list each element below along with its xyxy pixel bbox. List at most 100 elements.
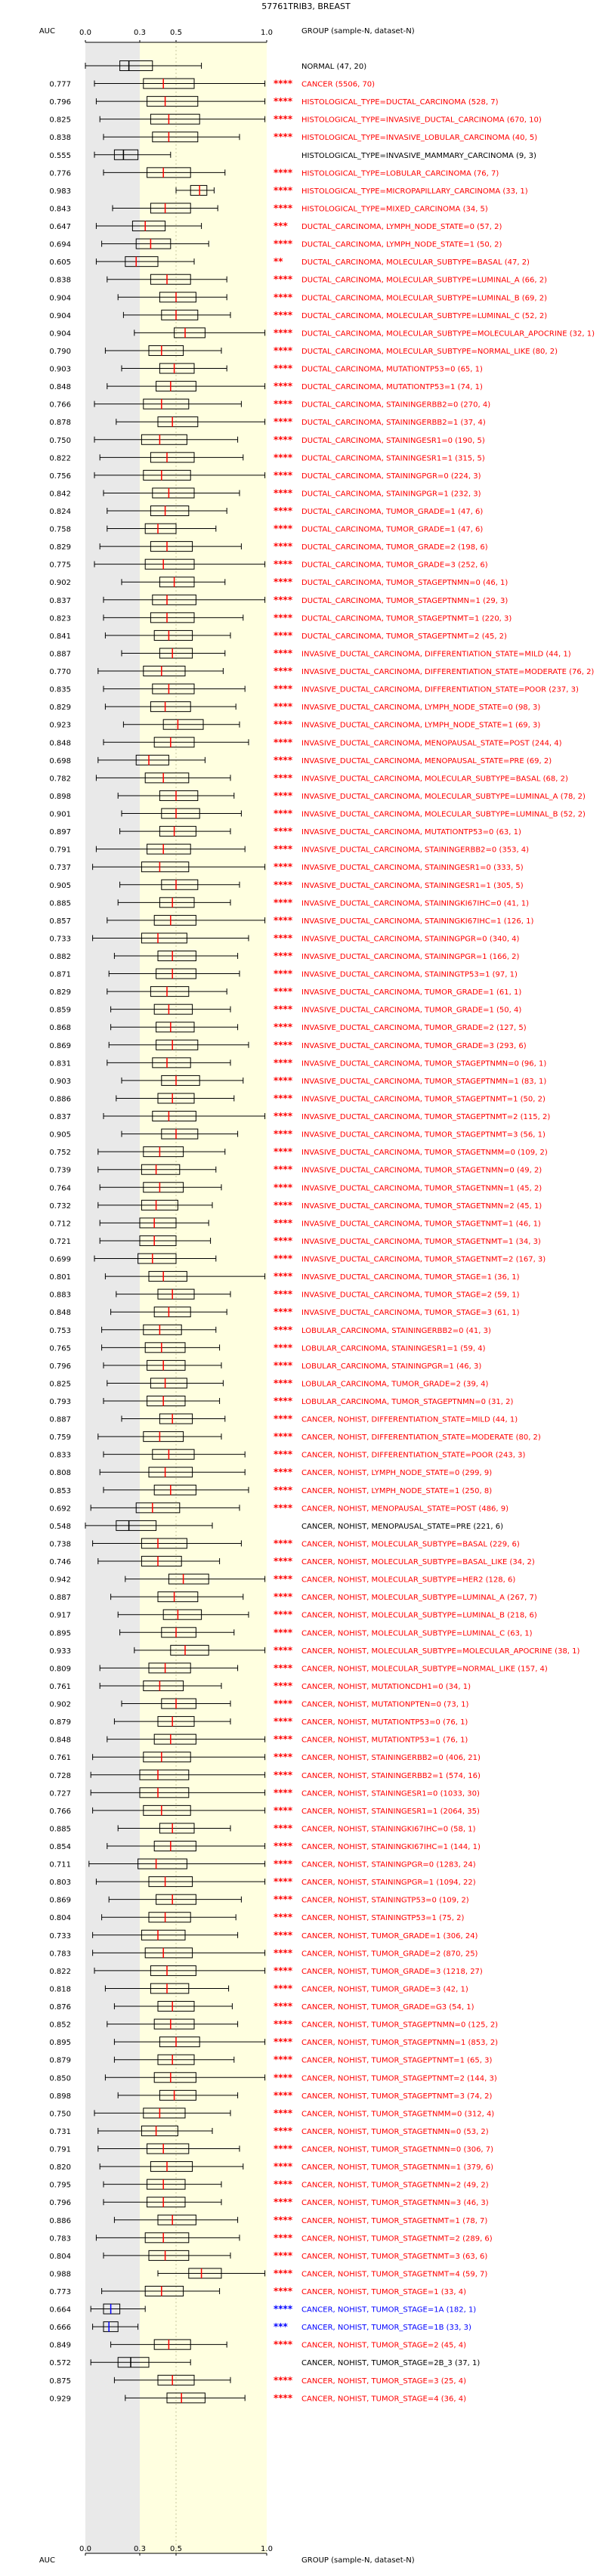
iqr-box <box>153 629 193 641</box>
iqr-box <box>141 2125 178 2136</box>
group-label: INVASIVE_DUCTAL_CARCINOMA, MUTATIONTP53=… <box>301 828 521 837</box>
significance-stars: **** <box>274 2055 293 2065</box>
group-label: DUCTAL_CARCINOMA, TUMOR_GRADE=3 (252, 6) <box>301 561 488 570</box>
auc-value: 0.694 <box>49 241 71 249</box>
group-label: DUCTAL_CARCINOMA, MOLECULAR_SUBTYPE=NORM… <box>301 348 558 356</box>
group-row: **** 0.801 INVASIVE_DUCTAL_CARCINOMA, TUMO… <box>49 1271 520 1282</box>
group-row: **** 0.761 CANCER, NOHIST, STAININGERBB2=0… <box>49 1752 481 1763</box>
group-row: **** 0.871 INVASIVE_DUCTAL_CARCINOMA, STAI… <box>49 968 518 979</box>
auc-value: 0.750 <box>49 437 71 445</box>
group-label: CANCER, NOHIST, STAININGKI67IHC=0 (58, 1… <box>301 1825 476 1833</box>
auc-value: 0.854 <box>49 1843 71 1851</box>
auc-value: 0.833 <box>49 1452 71 1460</box>
significance-stars: **** <box>274 524 293 534</box>
group-label: CANCER, NOHIST, STAININGKI67IHC=1 (144, … <box>301 1843 481 1851</box>
bottom-header: AUC GROUP (sample-N, dataset-N) <box>39 2556 415 2565</box>
auc-value: 0.737 <box>49 864 71 872</box>
iqr-box <box>159 2089 196 2101</box>
auc-value: 0.850 <box>49 2074 71 2083</box>
auc-value: 0.825 <box>49 116 71 125</box>
auc-value: 0.929 <box>49 2395 71 2403</box>
group-label: DUCTAL_CARCINOMA, MOLECULAR_SUBTYPE=LUMI… <box>301 294 547 302</box>
significance-stars: **** <box>274 1770 293 1780</box>
significance-stars: **** <box>274 612 293 623</box>
iqr-box <box>148 2250 190 2261</box>
group-label: CANCER, NOHIST, TUMOR_STAGEPTNMT=1 (65, … <box>301 2057 492 2065</box>
auc-value: 0.803 <box>49 1879 71 1887</box>
iqr-box <box>161 1128 199 1140</box>
group-label: CANCER, NOHIST, TUMOR_STAGE=4 (36, 4) <box>301 2395 466 2403</box>
group-label: HISTOLOGICAL_TYPE=INVASIVE_MAMMARY_CARCI… <box>301 152 536 160</box>
auc-value: 0.783 <box>49 2234 71 2243</box>
group-row: **** 0.838 DUCTAL_CARCINOMA, MOLECULAR_SUB… <box>49 274 547 285</box>
iqr-box <box>153 737 195 748</box>
group-row: **** 0.825 HISTOLOGICAL_TYPE=INVASIVE_DUCT… <box>49 113 542 125</box>
group-row: **** 0.759 CANCER, NOHIST, DIFFERENTIATION… <box>49 1431 541 1443</box>
group-label: DUCTAL_CARCINOMA, TUMOR_GRADE=2 (198, 6) <box>301 543 488 552</box>
group-label: CANCER, NOHIST, DIFFERENTIATION_STATE=MI… <box>301 1416 518 1424</box>
significance-stars: **** <box>274 1591 293 1602</box>
significance-stars: **** <box>274 292 293 302</box>
group-label: DUCTAL_CARCINOMA, STAININGPGR=1 (232, 3) <box>301 490 481 498</box>
iqr-box <box>153 1733 196 1745</box>
auc-value: 0.605 <box>49 258 71 267</box>
significance-stars: **** <box>274 1004 293 1015</box>
group-label: CANCER, NOHIST, TUMOR_STAGE=1 (33, 4) <box>301 2288 466 2296</box>
group-label: CANCER, NOHIST, TUMOR_STAGETNMN=3 (46, 3… <box>301 2199 489 2207</box>
group-row: ** 0.605 DUCTAL_CARCINOMA, MOLECULAR_SUBTY… <box>49 256 530 267</box>
iqr-box <box>139 1787 190 1798</box>
significance-stars: **** <box>274 1022 293 1032</box>
group-label: INVASIVE_DUCTAL_CARCINOMA, LYMPH_NODE_ST… <box>301 704 540 712</box>
significance-stars: **** <box>274 1538 293 1548</box>
auc-value: 0.837 <box>49 1113 71 1121</box>
group-row: **** 0.829 DUCTAL_CARCINOMA, TUMOR_GRADE=2… <box>49 541 488 552</box>
significance-stars: **** <box>274 1093 293 1103</box>
group-label: INVASIVE_DUCTAL_CARCINOMA, TUMOR_GRADE=2… <box>301 1024 527 1032</box>
significance-stars: **** <box>274 1307 293 1317</box>
auc-value: 0.804 <box>49 1914 71 1922</box>
iqr-box <box>161 879 199 890</box>
group-row: **** 0.869 INVASIVE_DUCTAL_CARCINOMA, TUMO… <box>49 1039 527 1050</box>
group-row: **** 0.905 INVASIVE_DUCTAL_CARCINOMA, STAI… <box>49 879 524 890</box>
auc-value: 0.835 <box>49 686 71 694</box>
auc-value: 0.721 <box>49 1238 71 1246</box>
significance-stars: **** <box>274 1449 293 1460</box>
iqr-box <box>190 184 208 196</box>
auc-value: 0.868 <box>49 1024 71 1032</box>
group-row: **** 0.825 LOBULAR_CARCINOMA, TUMOR_GRADE=… <box>49 1378 489 1389</box>
iqr-box <box>152 594 196 605</box>
group-row: **** 0.849 CANCER, NOHIST, TUMOR_STAGE=2 (… <box>49 2339 466 2350</box>
auc-value: 0.886 <box>49 2217 71 2225</box>
iqr-box <box>161 1075 200 1086</box>
auc-value: 0.783 <box>49 1950 71 1958</box>
shaded-band <box>140 42 267 2553</box>
iqr-box <box>143 469 191 481</box>
group-row: **** 0.766 CANCER, NOHIST, STAININGESR1=1 … <box>49 1804 480 1816</box>
auc-value: 0.829 <box>49 988 71 997</box>
auc-column-header: AUC <box>39 27 55 36</box>
auc-value: 0.983 <box>49 187 71 196</box>
group-row: *** 0.647 DUCTAL_CARCINOMA, LYMPH_NODE_STA… <box>49 221 502 232</box>
group-label: CANCER, NOHIST, TUMOR_STAGE=1B (33, 3) <box>301 2324 471 2332</box>
group-label: LOBULAR_CARCINOMA, STAININGPGR=1 (46, 3) <box>301 1362 481 1371</box>
significance-stars: **** <box>274 666 293 676</box>
auc-value: 0.838 <box>49 277 71 285</box>
auc-value: 0.666 <box>49 2324 71 2332</box>
group-label: CANCER, NOHIST, MOLECULAR_SUBTYPE=BASAL … <box>301 1540 520 1548</box>
group-row: **** 0.904 DUCTAL_CARCINOMA, MOLECULAR_SUB… <box>49 292 547 303</box>
group-row: **** 0.917 CANCER, NOHIST, MOLECULAR_SUBTY… <box>49 1609 537 1620</box>
group-label: INVASIVE_DUCTAL_CARCINOMA, TUMOR_STAGEPT… <box>301 1095 546 1103</box>
group-label: CANCER, NOHIST, TUMOR_STAGETNMN=0 (53, 2… <box>301 2128 489 2136</box>
auc-value: 0.770 <box>49 668 71 676</box>
iqr-box <box>153 914 196 926</box>
auc-value: 0.898 <box>49 793 71 801</box>
significance-stars: **** <box>274 1716 293 1727</box>
group-row: **** 0.764 INVASIVE_DUCTAL_CARCINOMA, TUMO… <box>49 1182 542 1193</box>
significance-stars: **** <box>274 1431 293 1442</box>
iqr-box <box>125 256 159 267</box>
group-row: **** 0.898 CANCER, NOHIST, TUMOR_STAGEPTNM… <box>49 2089 492 2101</box>
group-row: **** 0.895 CANCER, NOHIST, TUMOR_STAGEPTNM… <box>49 2036 498 2048</box>
group-label: CANCER, NOHIST, TUMOR_STAGE=2B_3 (37, 1) <box>301 2359 480 2367</box>
group-row: **** 0.902 DUCTAL_CARCINOMA, TUMOR_STAGEPT… <box>49 577 508 588</box>
significance-stars: **** <box>274 114 293 125</box>
